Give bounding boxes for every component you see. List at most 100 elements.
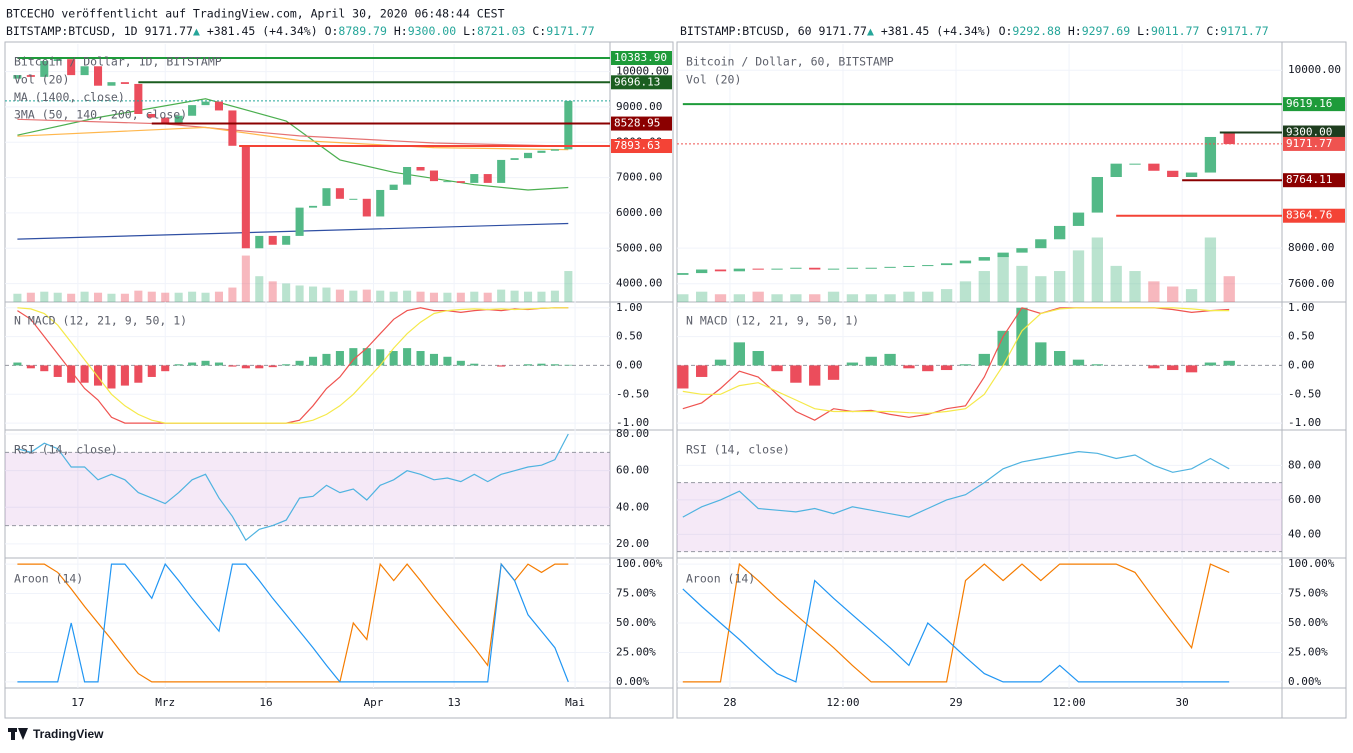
volume-bar — [1167, 286, 1179, 302]
y-tick-label: 50.00% — [616, 616, 656, 629]
volume-bar — [510, 290, 519, 302]
macd-histogram-bar — [188, 362, 197, 366]
candle-body — [241, 145, 250, 249]
x-tick-label: 17 — [71, 696, 84, 709]
y-tick-label: 8000.00 — [1288, 241, 1334, 254]
candle-body — [846, 267, 859, 269]
candle-body — [1204, 136, 1217, 173]
pane-label: RSI (14, close) — [686, 443, 790, 457]
macd-histogram-bar — [429, 353, 438, 366]
candle-body — [922, 265, 934, 267]
volume-bar — [389, 291, 398, 302]
y-tick-label: 10000.00 — [616, 65, 669, 78]
macd-histogram-bar — [677, 365, 689, 389]
y-tick-label: 60.00 — [1288, 493, 1321, 506]
pane-label: N MACD (12, 21, 9, 50, 1) — [14, 314, 187, 328]
volume-bar — [497, 289, 506, 302]
symbol: BITSTAMP:BTCUSD, 60 — [680, 24, 812, 38]
candle-body — [201, 101, 210, 106]
candle-body — [959, 260, 972, 264]
candle-body — [134, 83, 143, 114]
candle-body — [416, 166, 425, 171]
candle-body — [1072, 212, 1085, 226]
footer-logo-icon — [8, 728, 28, 740]
volume-bar — [295, 285, 304, 302]
macd-histogram-bar — [362, 348, 371, 366]
pane-label: Aroon (14) — [14, 572, 83, 586]
macd-histogram-bar — [40, 365, 49, 372]
candle-body — [752, 268, 764, 270]
volume-bar — [978, 271, 990, 302]
macd-histogram-bar — [53, 365, 62, 377]
y-tick-label: 25.00% — [1288, 645, 1328, 658]
candle-body — [13, 75, 22, 79]
volume-bar — [959, 281, 972, 302]
y-tick-label: 5000.00 — [616, 241, 662, 254]
volume-bar — [1016, 265, 1028, 302]
arrow: ▲ — [193, 24, 200, 38]
macd-histogram-bar — [416, 351, 425, 366]
x-tick-label: Apr — [364, 696, 384, 709]
candle-body — [282, 235, 291, 245]
candle-body — [228, 110, 237, 146]
candle-body — [510, 158, 519, 160]
level-label: 8364.76 — [1286, 209, 1332, 222]
candle-body — [790, 267, 802, 269]
y-tick-label: 0.50 — [1288, 330, 1315, 343]
macd-histogram-bar — [161, 365, 170, 372]
last: 9171.77 — [145, 24, 194, 38]
macd-histogram-bar — [107, 365, 116, 389]
macd-histogram-bar — [134, 365, 143, 383]
volume-bar — [1204, 237, 1217, 302]
volume-bar — [997, 255, 1009, 302]
candle-body — [174, 115, 183, 123]
macd-histogram-bar — [733, 342, 746, 366]
volume-bar — [922, 291, 934, 302]
rsi-band — [5, 452, 610, 526]
x-tick-label: 30 — [1176, 696, 1189, 709]
arrow: ▲ — [867, 24, 874, 38]
macd-histogram-bar — [550, 364, 559, 366]
volume-bar — [13, 293, 22, 302]
candle-body — [865, 267, 877, 269]
candle-body — [389, 184, 398, 190]
c-label: C: — [532, 24, 546, 38]
macd-histogram-bar — [1035, 342, 1047, 366]
volume-bar — [696, 291, 708, 302]
y-tick-label: 6000.00 — [616, 206, 662, 219]
volume-bar — [865, 294, 877, 302]
volume-bar — [550, 290, 559, 302]
candle-body — [1148, 163, 1160, 171]
candle-body — [322, 188, 331, 206]
y-tick-label: -0.50 — [1288, 387, 1321, 400]
ticker-line: BITSTAMP:BTCUSD, 1D 9171.77▲ +381.45 (+4… — [6, 24, 595, 38]
candle-body — [1035, 239, 1047, 249]
l-value: 9011.77 — [1151, 24, 1200, 38]
macd-histogram-bar — [846, 362, 859, 366]
volume-bar — [846, 294, 859, 302]
volume-bar — [322, 287, 331, 302]
macd-histogram-bar — [1016, 307, 1028, 366]
level-label-bg — [611, 50, 672, 65]
macd-histogram-bar — [94, 365, 103, 386]
indicator-label: Vol (20) — [686, 73, 741, 87]
x-tick-label: Mai — [565, 696, 585, 709]
y-tick-label: 7600.00 — [1288, 277, 1334, 290]
volume-bar — [940, 289, 953, 302]
macd-histogram-bar — [174, 364, 183, 366]
candle-body — [537, 150, 546, 153]
volume-bar — [255, 276, 264, 302]
macd-histogram-bar — [268, 365, 277, 368]
volume-bar — [26, 292, 35, 302]
candle-body — [403, 166, 412, 185]
h-value: 9297.69 — [1082, 24, 1131, 38]
level-label-bg — [1283, 97, 1345, 112]
macd-histogram-bar — [349, 348, 358, 366]
candle-body — [1185, 172, 1198, 178]
candle-body — [550, 149, 559, 151]
volume-bar — [1035, 276, 1047, 302]
volume-bar — [809, 294, 821, 302]
volume-bar — [40, 291, 49, 302]
y-tick-label: 0.50 — [616, 330, 643, 343]
volume-bar — [134, 290, 143, 302]
